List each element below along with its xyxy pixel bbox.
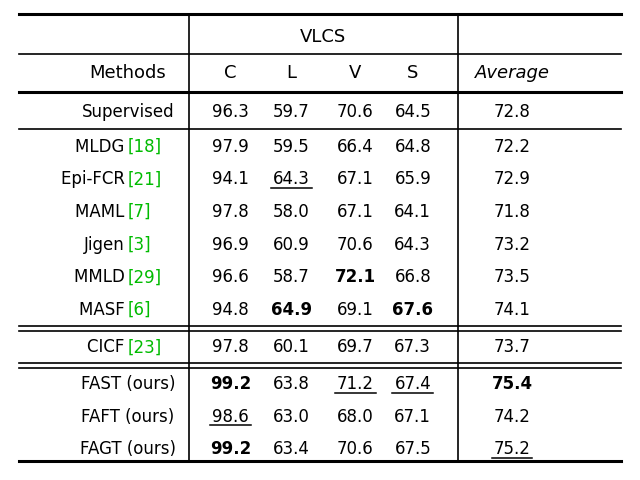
- Text: [21]: [21]: [128, 170, 163, 189]
- Text: 99.2: 99.2: [210, 375, 251, 393]
- Text: 64.3: 64.3: [394, 236, 431, 254]
- Text: VLCS: VLCS: [300, 28, 346, 47]
- Text: [23]: [23]: [128, 338, 163, 357]
- Text: 67.3: 67.3: [394, 338, 431, 357]
- Text: 58.0: 58.0: [273, 203, 310, 221]
- Text: 97.8: 97.8: [212, 203, 249, 221]
- Text: C: C: [224, 64, 237, 82]
- Text: [7]: [7]: [128, 203, 152, 221]
- Text: 96.6: 96.6: [212, 268, 249, 287]
- Text: 70.6: 70.6: [337, 103, 374, 121]
- Text: 64.8: 64.8: [394, 138, 431, 156]
- Text: 72.8: 72.8: [493, 103, 531, 121]
- Text: S: S: [407, 64, 419, 82]
- Text: 73.7: 73.7: [493, 338, 531, 357]
- Text: 70.6: 70.6: [337, 236, 374, 254]
- Text: 60.9: 60.9: [273, 236, 310, 254]
- Text: 64.9: 64.9: [271, 301, 312, 319]
- Text: 74.2: 74.2: [493, 408, 531, 426]
- Text: Methods: Methods: [90, 64, 166, 82]
- Text: 98.6: 98.6: [212, 408, 249, 426]
- Text: Supervised: Supervised: [82, 103, 174, 121]
- Text: 99.2: 99.2: [210, 440, 251, 458]
- Text: 96.9: 96.9: [212, 236, 249, 254]
- Text: 73.2: 73.2: [493, 236, 531, 254]
- Text: 67.5: 67.5: [394, 440, 431, 458]
- Text: 97.8: 97.8: [212, 338, 249, 357]
- Text: 60.1: 60.1: [273, 338, 310, 357]
- Text: 68.0: 68.0: [337, 408, 374, 426]
- Text: 70.6: 70.6: [337, 440, 374, 458]
- Text: 64.1: 64.1: [394, 203, 431, 221]
- Text: 66.4: 66.4: [337, 138, 374, 156]
- Text: 67.1: 67.1: [337, 203, 374, 221]
- Text: 67.4: 67.4: [394, 375, 431, 393]
- Text: 67.1: 67.1: [394, 408, 431, 426]
- Text: [3]: [3]: [128, 236, 152, 254]
- Text: 72.1: 72.1: [335, 268, 376, 287]
- Text: 69.1: 69.1: [337, 301, 374, 319]
- Text: [18]: [18]: [128, 138, 162, 156]
- Text: 72.9: 72.9: [493, 170, 531, 189]
- Text: 71.8: 71.8: [493, 203, 531, 221]
- Text: 63.4: 63.4: [273, 440, 310, 458]
- Text: 65.9: 65.9: [394, 170, 431, 189]
- Text: 94.1: 94.1: [212, 170, 249, 189]
- Text: MAML: MAML: [76, 203, 128, 221]
- Text: 64.3: 64.3: [273, 170, 310, 189]
- Text: MMLD: MMLD: [74, 268, 128, 287]
- Text: 59.5: 59.5: [273, 138, 310, 156]
- Text: Epi-FCR: Epi-FCR: [61, 170, 128, 189]
- Text: 97.9: 97.9: [212, 138, 249, 156]
- Text: 75.2: 75.2: [493, 440, 531, 458]
- Text: Jigen: Jigen: [84, 236, 128, 254]
- Text: 67.1: 67.1: [337, 170, 374, 189]
- Text: 63.8: 63.8: [273, 375, 310, 393]
- Text: 74.1: 74.1: [493, 301, 531, 319]
- Text: [6]: [6]: [128, 301, 152, 319]
- Text: 59.7: 59.7: [273, 103, 310, 121]
- Text: [29]: [29]: [128, 268, 162, 287]
- Text: 71.2: 71.2: [337, 375, 374, 393]
- Text: CICF: CICF: [87, 338, 128, 357]
- Text: FAGT (ours): FAGT (ours): [80, 440, 176, 458]
- Text: 66.8: 66.8: [394, 268, 431, 287]
- Text: 63.0: 63.0: [273, 408, 310, 426]
- Text: FAST (ours): FAST (ours): [81, 375, 175, 393]
- Text: MLDG: MLDG: [76, 138, 128, 156]
- Text: 94.8: 94.8: [212, 301, 249, 319]
- Text: FAFT (ours): FAFT (ours): [81, 408, 175, 426]
- Text: 73.5: 73.5: [493, 268, 531, 287]
- Text: 67.6: 67.6: [392, 301, 433, 319]
- Text: 96.3: 96.3: [212, 103, 249, 121]
- Text: 69.7: 69.7: [337, 338, 374, 357]
- Text: Average: Average: [474, 64, 550, 82]
- Text: 72.2: 72.2: [493, 138, 531, 156]
- Text: 64.5: 64.5: [394, 103, 431, 121]
- Text: 75.4: 75.4: [492, 375, 532, 393]
- Text: L: L: [286, 64, 296, 82]
- Text: MASF: MASF: [79, 301, 128, 319]
- Text: 58.7: 58.7: [273, 268, 310, 287]
- Text: V: V: [349, 64, 362, 82]
